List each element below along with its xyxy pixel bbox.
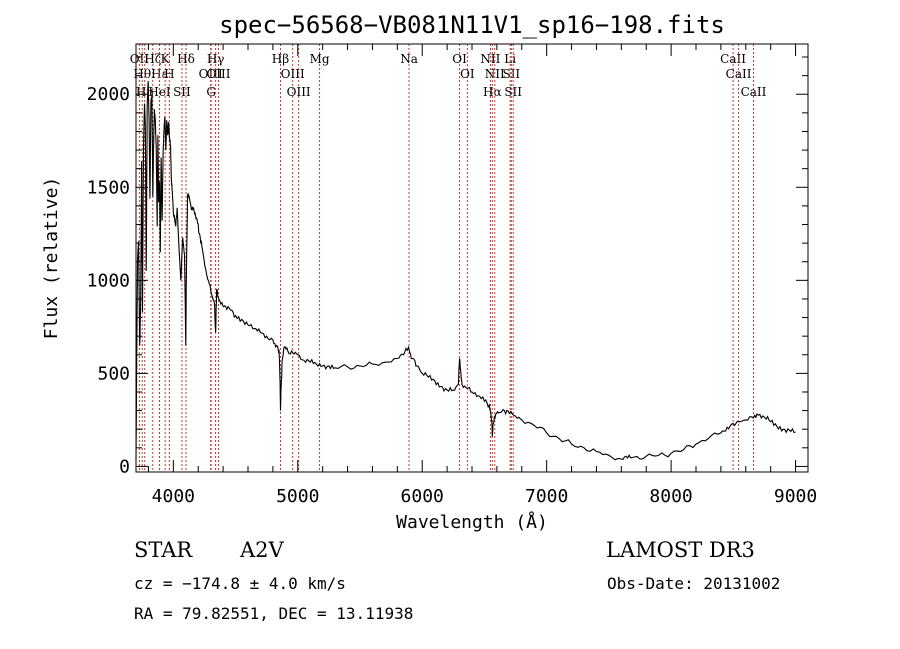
redshift-cz: cz = −174.8 ± 4.0 km/s <box>134 574 346 593</box>
y-axis-label: Flux (relative) <box>41 177 62 340</box>
marker-label: Hζ <box>144 52 161 66</box>
marker-label: SII <box>504 85 522 99</box>
x-axis-label: Wavelength (Å) <box>396 511 548 533</box>
marker-label: OI <box>460 67 475 81</box>
y-tick-label: 1500 <box>87 177 130 198</box>
marker-label: K <box>161 52 171 66</box>
y-tick-label: 2000 <box>87 84 130 105</box>
survey-name: LAMOST DR3 <box>606 538 755 562</box>
marker-label: NII <box>480 52 500 66</box>
marker-label: Hβ <box>272 52 289 66</box>
x-tick-label: 7000 <box>525 486 568 507</box>
marker-label: Hα <box>483 85 502 99</box>
marker-label: OIII <box>206 67 230 81</box>
marker-label: Na <box>400 52 418 66</box>
marker-label: CaII <box>741 85 767 99</box>
marker-label: OII <box>130 52 150 66</box>
marker-label: OIII <box>281 67 305 81</box>
marker-label: Hθ <box>133 67 151 81</box>
marker-label: CaII <box>726 67 752 81</box>
obs-date: Obs-Date: 20131002 <box>607 574 781 593</box>
line-markers: OIIHθHηHζHεHeIKHSIIHδOIIIGHγOIIIHβOIIIOI… <box>130 44 767 472</box>
plot-frame <box>135 43 809 473</box>
marker-label: OIII <box>287 85 311 99</box>
y-axis: 0 500 1000 1500 2000 <box>87 56 808 477</box>
y-tick-label: 0 <box>119 456 130 477</box>
marker-label: SII <box>502 67 520 81</box>
x-tick-label: 5000 <box>276 486 319 507</box>
y-tick-label: 1000 <box>87 270 130 291</box>
marker-label: G <box>206 85 216 99</box>
flux-series <box>135 81 796 461</box>
marker-label: Hγ <box>207 52 225 66</box>
object-class: STAR <box>134 538 193 562</box>
x-tick-label: 6000 <box>401 486 444 507</box>
marker-label: Mg <box>310 52 330 66</box>
x-tick-label: 8000 <box>649 486 692 507</box>
marker-label: SII <box>173 85 191 99</box>
marker-label: OI <box>452 52 467 66</box>
x-tick-label: 9000 <box>774 486 817 507</box>
x-tick-label: 4000 <box>152 486 195 507</box>
coordinates: RA = 79.82551, DEC = 13.11938 <box>134 604 414 623</box>
marker-label: H <box>164 67 174 81</box>
marker-label: Hδ <box>177 52 195 66</box>
marker-label: Li <box>504 52 516 66</box>
object-subclass: A2V <box>240 538 284 562</box>
marker-label: NII <box>485 67 505 81</box>
marker-label: CaII <box>720 52 746 66</box>
y-tick-label: 500 <box>97 363 130 384</box>
flux-line <box>135 81 796 461</box>
marker-label: Hη <box>136 85 154 99</box>
chart-title: spec−56568−VB081N11V1_sp16−198.fits <box>219 11 725 39</box>
x-axis: 4000 5000 6000 7000 8000 9000 <box>147 44 817 507</box>
